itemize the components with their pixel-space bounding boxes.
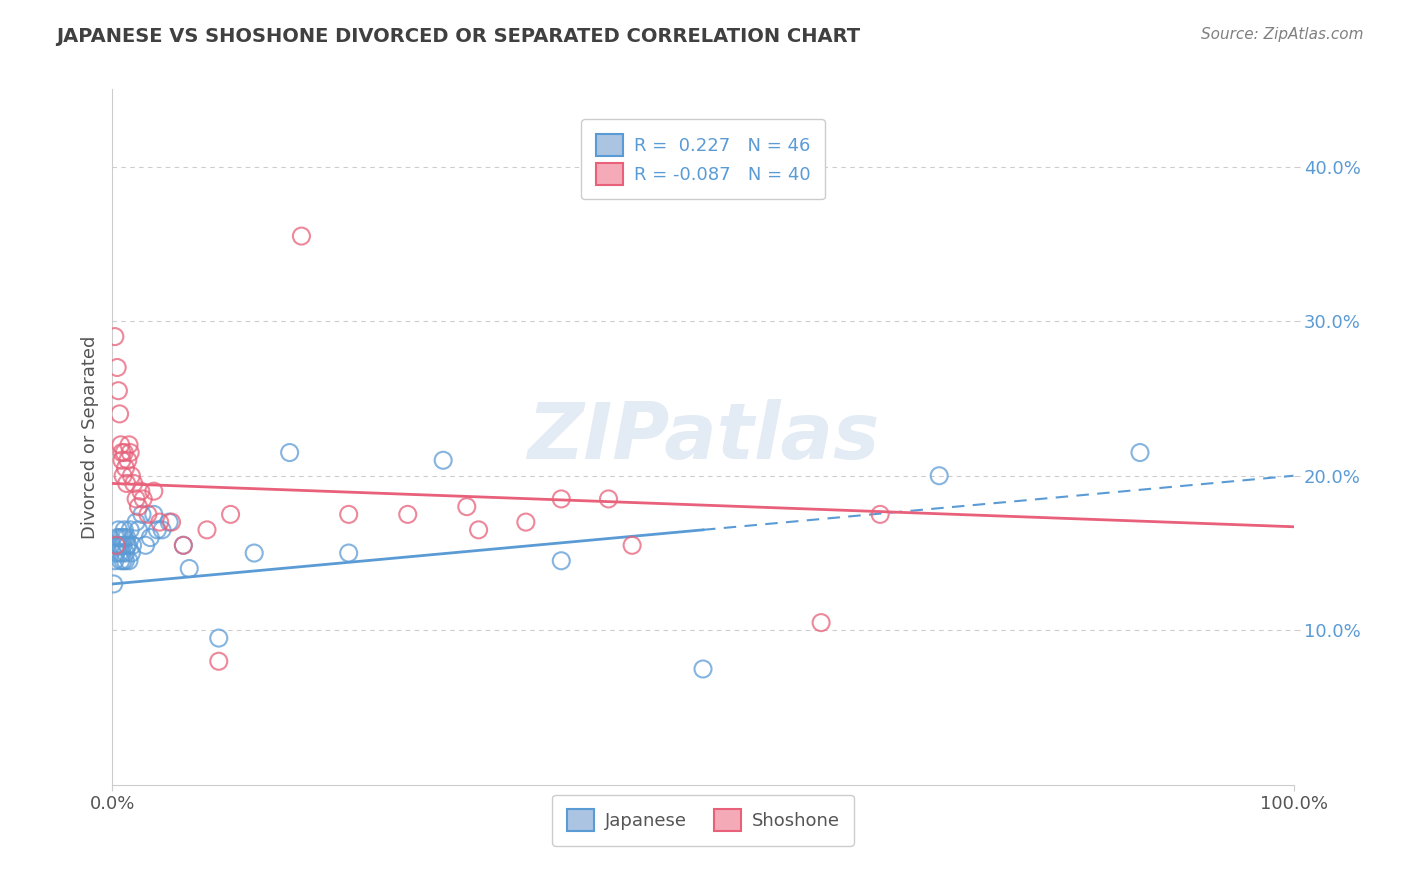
Point (869, 508, 891, 522)
Point (125, 491, 148, 506)
Point (107, 523, 129, 537)
Point (172, 538, 194, 552)
Point (337, 508, 360, 522)
Point (290, 229, 312, 244)
Point (121, 538, 143, 552)
Point (115, 531, 138, 545)
Point (127, 500, 149, 514)
Point (110, 554, 132, 568)
Point (120, 523, 142, 537)
Point (131, 508, 153, 522)
Point (692, 662, 714, 676)
Point (135, 538, 157, 552)
Point (111, 445, 134, 459)
Point (157, 515, 180, 529)
Point (115, 476, 138, 491)
Point (146, 523, 169, 537)
Point (120, 445, 142, 459)
Point (160, 515, 183, 529)
Point (598, 491, 620, 506)
Point (179, 561, 201, 575)
Point (117, 538, 139, 552)
Text: ZIPatlas: ZIPatlas (527, 399, 879, 475)
Point (208, 631, 231, 645)
Point (104, 329, 127, 343)
Point (219, 508, 242, 522)
Point (172, 538, 194, 552)
Y-axis label: Divorced or Separated: Divorced or Separated (80, 335, 98, 539)
Point (149, 515, 172, 529)
Point (515, 515, 537, 529)
Point (142, 484, 165, 499)
Point (120, 546, 142, 560)
Point (112, 554, 135, 568)
Point (1129, 445, 1152, 459)
Point (136, 508, 159, 522)
Point (396, 508, 419, 522)
Point (107, 384, 129, 398)
Point (550, 554, 572, 568)
Point (112, 523, 135, 537)
Point (110, 438, 132, 452)
Point (129, 484, 152, 499)
Point (114, 554, 136, 568)
Point (337, 546, 360, 560)
Point (110, 538, 132, 552)
Point (132, 491, 155, 506)
Point (105, 538, 128, 552)
Point (467, 523, 489, 537)
Point (150, 523, 173, 537)
Point (125, 515, 148, 529)
Point (550, 491, 572, 506)
Point (105, 538, 128, 552)
Point (112, 468, 135, 483)
Point (115, 538, 138, 552)
Point (278, 445, 301, 459)
Point (111, 546, 134, 560)
Point (120, 468, 142, 483)
Point (118, 438, 141, 452)
Point (127, 523, 149, 537)
Point (114, 461, 136, 475)
Point (108, 546, 131, 560)
Point (112, 531, 135, 545)
Point (111, 531, 134, 545)
Point (107, 538, 129, 552)
Point (810, 615, 832, 630)
Point (105, 531, 128, 545)
Point (104, 554, 127, 568)
Point (108, 531, 131, 545)
Point (112, 538, 135, 552)
Point (243, 546, 266, 560)
Point (122, 476, 145, 491)
Point (103, 577, 125, 591)
Point (118, 554, 141, 568)
Text: Source: ZipAtlas.com: Source: ZipAtlas.com (1201, 27, 1364, 42)
Point (105, 360, 128, 375)
Point (208, 654, 231, 668)
Point (112, 445, 135, 459)
Point (456, 500, 478, 514)
Point (432, 453, 454, 467)
Point (195, 523, 218, 537)
Point (142, 508, 165, 522)
Text: JAPANESE VS SHOSHONE DIVORCED OR SEPARATED CORRELATION CHART: JAPANESE VS SHOSHONE DIVORCED OR SEPARAT… (56, 27, 860, 45)
Point (114, 546, 136, 560)
Point (108, 407, 131, 421)
Point (139, 531, 162, 545)
Point (105, 546, 128, 560)
Point (117, 453, 139, 467)
Legend: Japanese, Shoshone: Japanese, Shoshone (553, 795, 853, 846)
Point (621, 538, 644, 552)
Point (111, 453, 134, 467)
Point (928, 468, 950, 483)
